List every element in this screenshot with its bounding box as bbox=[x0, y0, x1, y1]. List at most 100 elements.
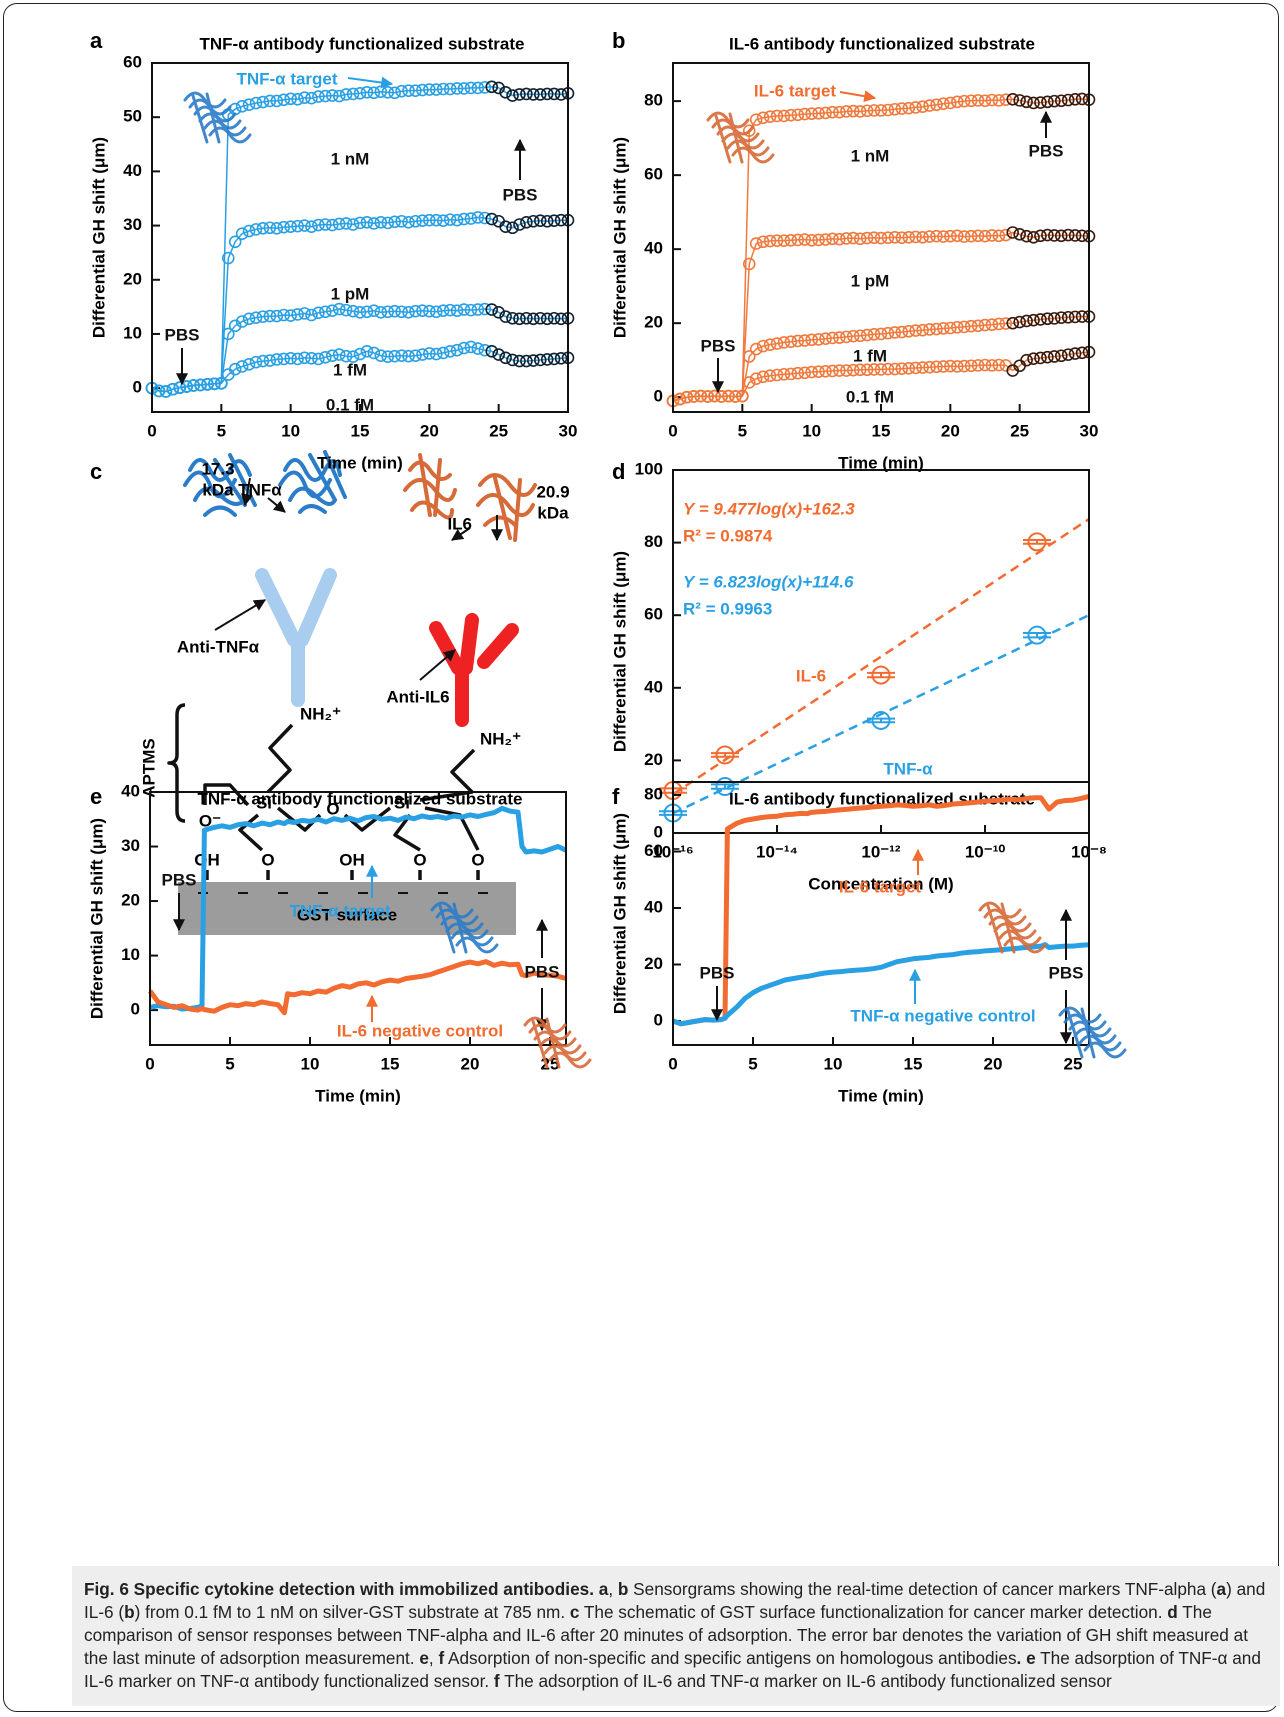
x-tick-label: 5 bbox=[748, 1054, 757, 1073]
data-point bbox=[256, 310, 270, 323]
data-point bbox=[1027, 532, 1047, 552]
annotation: PBS bbox=[1029, 141, 1064, 160]
figure-frame bbox=[3, 3, 1279, 1712]
data-point bbox=[1075, 229, 1089, 243]
atom-label: O bbox=[261, 850, 274, 869]
y-axis-label: Differential GH shift (μm) bbox=[610, 813, 629, 1014]
data-point bbox=[471, 303, 485, 316]
data-point bbox=[909, 101, 922, 114]
data-point bbox=[332, 348, 346, 361]
data-point bbox=[701, 390, 714, 403]
data-point bbox=[208, 377, 221, 391]
data-point bbox=[235, 315, 249, 328]
data-point bbox=[298, 91, 311, 104]
data-point bbox=[950, 95, 964, 109]
data-point bbox=[1061, 348, 1075, 361]
data-point bbox=[450, 343, 464, 357]
caption-text: f bbox=[493, 1671, 500, 1691]
data-point bbox=[194, 378, 207, 392]
data-point bbox=[256, 221, 270, 235]
data-point bbox=[381, 305, 395, 319]
data-point bbox=[499, 310, 512, 323]
y-tick-label: 40 bbox=[644, 897, 663, 916]
x-tick-label: 25 bbox=[1010, 421, 1029, 440]
data-point bbox=[964, 229, 978, 243]
data-point bbox=[687, 390, 701, 403]
data-point bbox=[944, 359, 957, 373]
data-point bbox=[423, 83, 436, 96]
series-line bbox=[672, 351, 1090, 402]
data-point bbox=[871, 665, 891, 685]
data-point bbox=[763, 234, 777, 248]
data-point bbox=[902, 325, 916, 338]
y-tick-label: 10 bbox=[121, 945, 140, 964]
tnf-protein-icon bbox=[183, 450, 347, 517]
data-point bbox=[985, 93, 999, 107]
data-point bbox=[916, 323, 929, 337]
data-point bbox=[930, 98, 943, 112]
data-point bbox=[305, 352, 318, 365]
caption-text: Adsorption of non-specific and specific … bbox=[444, 1648, 1017, 1668]
data-point bbox=[499, 85, 512, 99]
data-point bbox=[249, 223, 263, 236]
data-point bbox=[992, 229, 1006, 243]
data-point bbox=[374, 349, 388, 362]
data-point bbox=[950, 229, 964, 243]
protein-strand bbox=[531, 1017, 561, 1069]
data-point bbox=[242, 312, 256, 326]
data-point bbox=[1027, 625, 1047, 645]
data-point bbox=[520, 216, 533, 229]
data-point bbox=[450, 213, 464, 227]
data-point bbox=[722, 389, 735, 403]
data-point bbox=[715, 745, 735, 765]
data-point bbox=[416, 348, 429, 361]
x-tick-label: 0 bbox=[668, 1054, 677, 1073]
data-point bbox=[881, 362, 895, 376]
y-tick-label: 0 bbox=[131, 1000, 140, 1019]
data-point bbox=[888, 362, 902, 376]
data-point bbox=[971, 359, 985, 372]
data-point bbox=[520, 311, 533, 325]
data-point bbox=[916, 231, 929, 244]
data-point bbox=[1020, 95, 1033, 109]
chart-title: IL-6 antibody functionalized substrate bbox=[729, 34, 1035, 53]
y-tick-label: 40 bbox=[121, 781, 140, 800]
data-point bbox=[457, 82, 471, 95]
data-point bbox=[485, 212, 499, 226]
fit-equation: Y = 9.477log(x)+162.3 bbox=[683, 499, 855, 518]
data-point bbox=[527, 354, 540, 367]
data-point bbox=[492, 81, 505, 95]
data-point bbox=[777, 109, 791, 123]
data-point bbox=[284, 352, 297, 365]
data-point bbox=[770, 368, 784, 382]
figure: c bbox=[87, 28, 1127, 1105]
data-point bbox=[409, 304, 422, 318]
data-point bbox=[492, 305, 505, 319]
annotation: PBS bbox=[1049, 963, 1084, 982]
panel: b IL-6 antibody functionalized substrate T… bbox=[610, 28, 1098, 473]
data-point bbox=[443, 213, 457, 226]
data-point bbox=[416, 304, 429, 317]
data-point bbox=[833, 364, 846, 377]
data-point bbox=[805, 365, 818, 379]
caption-text: ) from 0.1 fM to 1 nM on silver-GST subs… bbox=[134, 1602, 570, 1622]
data-point bbox=[985, 359, 999, 372]
data-point bbox=[763, 338, 777, 351]
fit-r2: R² = 0.9963 bbox=[683, 599, 772, 618]
annotation: PBS bbox=[165, 325, 200, 344]
series-line bbox=[672, 942, 1090, 1027]
error-bar bbox=[1023, 539, 1051, 545]
data-point bbox=[881, 326, 895, 340]
data-point bbox=[1027, 313, 1040, 327]
protein-strand bbox=[438, 902, 468, 954]
data-point bbox=[221, 327, 235, 341]
series-line bbox=[151, 346, 569, 393]
series-label: 1 pM bbox=[851, 271, 890, 290]
error-bar bbox=[867, 717, 895, 724]
annotation: IL-6 target bbox=[754, 81, 837, 100]
data-point bbox=[450, 82, 464, 95]
plot-frame bbox=[672, 62, 1090, 413]
data-point bbox=[305, 308, 318, 322]
data-point bbox=[374, 216, 388, 229]
